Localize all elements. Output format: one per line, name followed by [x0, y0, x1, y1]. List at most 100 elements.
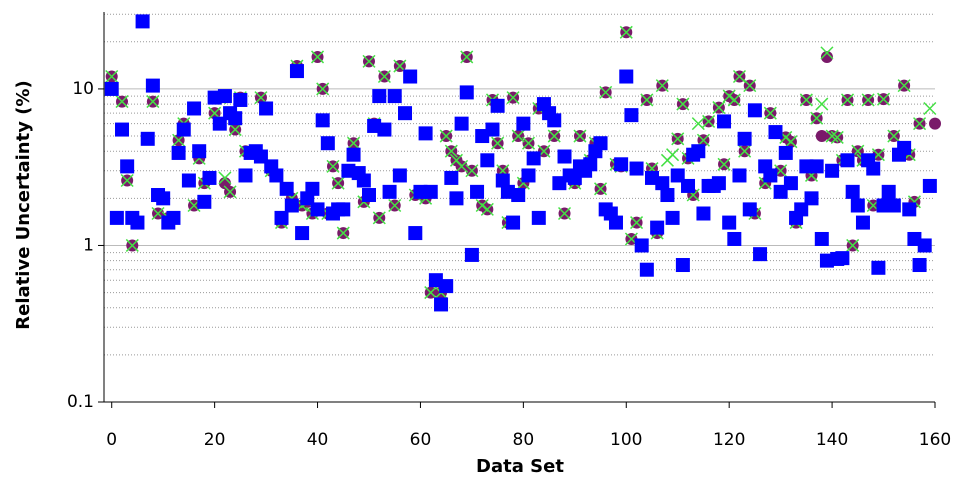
x-marker: [228, 123, 242, 137]
x-marker: [594, 182, 608, 196]
x-marker: [125, 238, 139, 252]
x-marker: [717, 157, 731, 171]
square-marker: [742, 202, 757, 217]
x-marker: [877, 92, 891, 106]
square-marker: [377, 122, 392, 137]
x-marker: [557, 206, 572, 221]
x-marker: [619, 25, 633, 39]
square-marker: [495, 173, 510, 188]
square-marker: [624, 108, 639, 123]
x-marker: [218, 171, 232, 185]
circle-marker: [820, 50, 833, 63]
x-tick-label: 60: [410, 430, 432, 450]
square-marker: [279, 181, 294, 196]
square-marker: [814, 231, 829, 246]
square-marker: [320, 136, 335, 151]
x-marker: [372, 211, 386, 225]
square-marker: [418, 126, 433, 141]
x-marker: [763, 106, 777, 120]
x-marker: [810, 111, 824, 125]
square-marker: [506, 215, 521, 230]
square-marker: [737, 131, 752, 146]
x-marker: [460, 50, 474, 64]
square-marker: [470, 184, 485, 199]
square-marker: [634, 238, 649, 253]
square-marker: [454, 116, 469, 131]
square-marker: [727, 231, 742, 246]
square-marker: [655, 176, 670, 191]
square-marker: [109, 210, 124, 225]
x-marker: [599, 85, 613, 99]
square-marker: [866, 161, 881, 176]
square-marker: [717, 114, 732, 129]
square-marker: [917, 238, 932, 253]
x-marker: [799, 93, 813, 107]
square-marker: [871, 260, 886, 275]
x-marker: [712, 101, 726, 115]
y-axis-title: Relative Uncertainty (%): [13, 80, 34, 329]
square-marker: [269, 168, 284, 183]
square-marker: [850, 198, 865, 213]
square-marker: [840, 153, 855, 168]
circle-marker: [929, 117, 941, 130]
square-marker: [274, 210, 289, 225]
square-marker: [259, 101, 274, 116]
square-marker: [763, 168, 778, 183]
x-marker: [362, 54, 376, 68]
x-marker: [727, 93, 741, 107]
square-marker: [886, 198, 901, 213]
square-marker: [336, 202, 351, 217]
x-marker: [439, 129, 453, 143]
square-marker: [557, 149, 572, 164]
x-marker: [923, 101, 937, 116]
x-marker: [316, 82, 330, 96]
x-tick-label: 100: [610, 430, 642, 450]
square-marker: [464, 247, 479, 262]
square-marker: [423, 184, 438, 199]
plot-area: [104, 14, 941, 312]
x-marker: [465, 164, 479, 178]
square-marker: [485, 122, 500, 137]
circle-marker: [815, 130, 828, 143]
square-marker: [120, 159, 135, 174]
x-marker: [640, 93, 654, 107]
square-marker: [608, 215, 623, 230]
square-marker: [902, 202, 917, 217]
x-marker: [347, 136, 361, 150]
square-marker: [444, 170, 459, 185]
square-marker: [403, 69, 418, 84]
square-marker: [310, 202, 325, 217]
square-marker: [305, 181, 320, 196]
square-marker: [130, 215, 145, 230]
square-marker: [855, 215, 870, 230]
square-marker: [804, 191, 819, 206]
x-marker: [825, 129, 839, 143]
square-marker: [794, 202, 809, 217]
x-marker: [861, 93, 875, 107]
square-marker: [104, 81, 119, 96]
square-marker: [228, 111, 243, 126]
square-marker: [660, 188, 675, 203]
x-marker: [521, 136, 536, 150]
x-marker: [331, 176, 345, 190]
x-marker: [377, 69, 391, 84]
square-marker: [217, 89, 232, 104]
x-marker: [830, 130, 844, 144]
x-marker: [820, 46, 834, 60]
x-tick-label: 20: [204, 430, 226, 450]
x-marker: [743, 79, 757, 93]
square-marker: [434, 297, 449, 312]
x-marker: [655, 79, 669, 93]
x-tick-label: 160: [919, 430, 951, 450]
x-marker: [840, 93, 855, 107]
x-marker: [326, 159, 340, 173]
x-tick-label: 80: [513, 430, 535, 450]
square-marker: [372, 89, 387, 104]
square-marker: [897, 140, 912, 155]
square-marker: [346, 147, 361, 162]
x-marker: [702, 114, 716, 128]
square-marker: [398, 106, 413, 121]
square-marker: [156, 191, 171, 206]
square-marker: [284, 198, 299, 213]
